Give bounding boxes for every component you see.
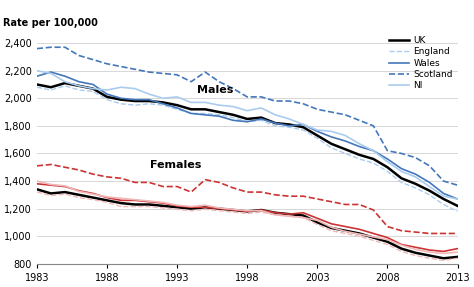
Legend: UK, England, Wales, Scotland, NI: UK, England, Wales, Scotland, NI <box>389 36 453 90</box>
Text: Rate per 100,000: Rate per 100,000 <box>3 18 98 28</box>
Text: Females: Females <box>150 160 202 170</box>
Text: Males: Males <box>197 85 233 95</box>
